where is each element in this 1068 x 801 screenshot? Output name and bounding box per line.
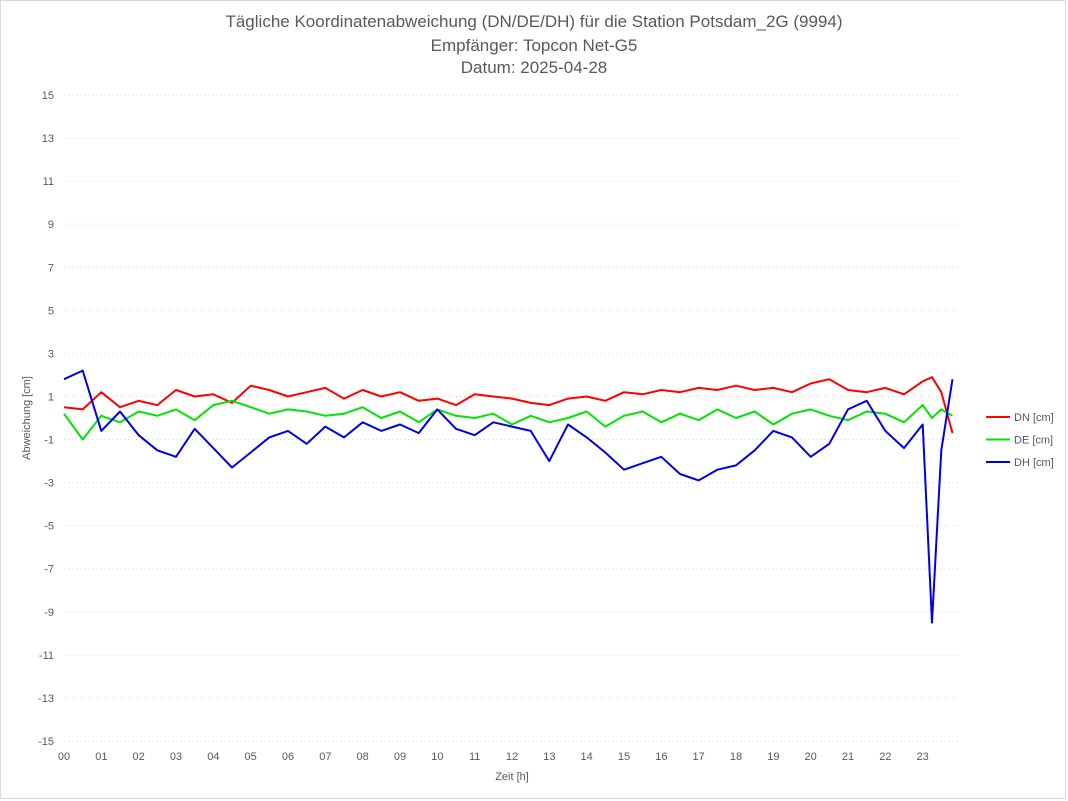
x-tick-label: 20 (805, 751, 817, 763)
legend-label: DH [cm] (1014, 457, 1054, 469)
x-tick-label: 01 (95, 751, 107, 763)
x-tick-label: 21 (842, 751, 854, 763)
x-tick-label: 12 (506, 751, 518, 763)
legend-item-dh[interactable]: DH [cm] (986, 457, 1054, 469)
y-tick-label: -11 (39, 650, 54, 662)
x-tick-label: 18 (730, 751, 742, 763)
x-tick-label: 15 (618, 751, 630, 763)
tick-labels: 15 13 11 9 7 5 3 1 -1 -3 -5 -7 -9 -11 -13 -15 00 01 02 03 04… (38, 90, 929, 763)
x-tick-label: 08 (357, 751, 369, 763)
legend-item-dn[interactable]: DN [cm] (986, 412, 1054, 424)
legend[interactable]: DN [cm] DE [cm] DH [cm] (986, 412, 1054, 469)
y-tick-label: -9 (44, 607, 54, 619)
y-tick-label: 9 (48, 219, 54, 231)
y-tick-label: 11 (43, 176, 54, 188)
legend-label: DE [cm] (1014, 435, 1053, 447)
x-tick-label: 04 (207, 751, 219, 763)
x-tick-label: 07 (319, 751, 331, 763)
x-tick-label: 13 (543, 751, 555, 763)
x-tick-label: 05 (245, 751, 257, 763)
x-tick-label: 17 (693, 751, 705, 763)
y-tick-label: -3 (44, 478, 54, 490)
series-line-de (63, 399, 953, 441)
legend-label: DN [cm] (1014, 412, 1054, 424)
x-tick-label: 19 (767, 751, 779, 763)
y-tick-label: 3 (48, 348, 54, 360)
x-tick-label: 00 (58, 751, 70, 763)
x-tick-label: 02 (133, 751, 145, 763)
series-line-dn (63, 376, 954, 434)
x-tick-label: 06 (282, 751, 294, 763)
y-tick-label: 7 (48, 262, 54, 274)
y-tick-label: 15 (42, 90, 54, 102)
y-tick-label: 1 (48, 391, 54, 403)
y-tick-label: -15 (38, 736, 54, 748)
legend-item-de[interactable]: DE [cm] (986, 435, 1053, 447)
y-tick-label: -5 (44, 521, 54, 533)
y-tick-label: -1 (44, 435, 54, 447)
grid-lines (64, 94, 960, 742)
x-tick-label: 03 (170, 751, 182, 763)
y-axis-label: Abweichung [cm] (21, 376, 33, 460)
x-axis-label: Zeit [h] (495, 771, 529, 783)
chart-subtitle: Empfänger: Topcon Net-G5 (430, 36, 638, 55)
y-tick-label: 5 (48, 305, 54, 317)
x-tick-label: 22 (879, 751, 891, 763)
chart-date: Datum: 2025-04-28 (460, 58, 608, 77)
x-tick-label: 10 (431, 751, 443, 763)
y-tick-label: 13 (42, 133, 54, 145)
chart-title: Tägliche Koordinatenabweichung (DN/DE/DH… (225, 12, 843, 31)
series-line-dh (63, 369, 954, 624)
x-tick-label: 16 (655, 751, 667, 763)
x-tick-label: 11 (469, 751, 480, 763)
x-tick-label: 14 (581, 751, 593, 763)
x-tick-label: 23 (917, 751, 929, 763)
y-tick-label: -13 (38, 693, 54, 705)
x-tick-label: 09 (394, 751, 406, 763)
series-lines (63, 369, 954, 624)
y-tick-label: -7 (44, 564, 54, 576)
